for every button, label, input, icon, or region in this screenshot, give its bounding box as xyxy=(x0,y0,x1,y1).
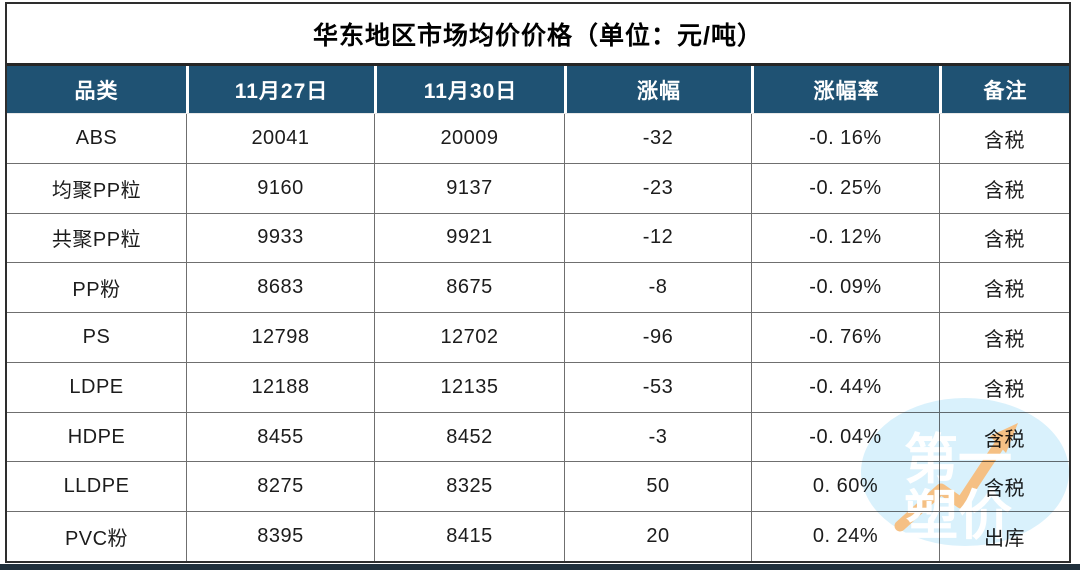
cell-category: HDPE xyxy=(67,425,126,448)
cell-category: LLDPE xyxy=(63,475,130,498)
cell-note: 含税 xyxy=(939,412,1069,462)
table-row: PVC粉 8395 8415 20 0. 24% 出库 xyxy=(7,511,1069,562)
table-row: LDPE 12188 12135 -53 -0. 44% 含税 xyxy=(7,361,1069,412)
cell-change-rate: -0. 09% xyxy=(751,263,939,313)
cell-price-nov27: 8395 xyxy=(186,512,374,562)
table-row: 共聚PP粒 9933 9921 -12 -0. 12% 含税 xyxy=(7,212,1069,263)
cell-category: PVC粉 xyxy=(64,528,129,551)
cell-change-rate: -0. 04% xyxy=(751,412,939,462)
cell-category: LDPE xyxy=(69,375,124,398)
cell-category: PP粉 xyxy=(72,279,121,302)
cell-change: -3 xyxy=(564,412,751,462)
cell-price-nov27: 20041 xyxy=(186,114,374,163)
table-row: PP粉 8683 8675 -8 -0. 09% 含税 xyxy=(7,262,1069,313)
header-cell: 11月30日 xyxy=(374,66,564,113)
cell-category: 均聚PP粒 xyxy=(51,179,142,202)
cell-price-nov27: 8683 xyxy=(186,263,374,313)
header-cell: 品类 xyxy=(74,79,119,103)
cell-change-rate: 0. 60% xyxy=(751,462,939,512)
table-row: LLDPE 8275 8325 50 0. 60% 含税 xyxy=(7,461,1069,512)
cell-category: 共聚PP粒 xyxy=(51,229,142,252)
cell-change-rate: -0. 44% xyxy=(751,362,939,412)
cell-change: 20 xyxy=(564,512,751,562)
table-title: 华东地区市场均价价格（单位：元/吨） xyxy=(7,4,1069,66)
cell-change-rate: 0. 24% xyxy=(751,512,939,562)
cell-price-nov30: 20009 xyxy=(374,114,564,163)
cell-note: 含税 xyxy=(939,313,1069,362)
cell-category: ABS xyxy=(75,126,118,149)
cell-price-nov27: 9160 xyxy=(186,163,374,213)
cell-price-nov30: 9921 xyxy=(374,213,564,263)
cell-price-nov30: 8452 xyxy=(374,412,564,462)
cell-note: 含税 xyxy=(939,114,1069,163)
cell-note: 出库 xyxy=(939,512,1069,562)
table-body: ABS 20041 20009 -32 -0. 16% 含税 均聚PP粒 9160 9137 -2… xyxy=(7,113,1069,562)
cell-change: -23 xyxy=(564,163,751,213)
cell-change: 50 xyxy=(564,462,751,512)
cell-change-rate: -0. 25% xyxy=(751,163,939,213)
cell-change-rate: -0. 12% xyxy=(751,213,939,263)
cell-price-nov27: 12188 xyxy=(186,362,374,412)
cell-change: -8 xyxy=(564,263,751,313)
cell-price-nov30: 8675 xyxy=(374,263,564,313)
cell-change: -32 xyxy=(564,114,751,163)
cell-change-rate: -0. 16% xyxy=(751,114,939,163)
cell-change: -12 xyxy=(564,213,751,263)
cell-note: 含税 xyxy=(939,163,1069,213)
cell-price-nov27: 9933 xyxy=(186,213,374,263)
cell-note: 含税 xyxy=(939,362,1069,412)
cell-note: 含税 xyxy=(939,213,1069,263)
header-cell: 11月27日 xyxy=(186,66,374,113)
header-cell: 备注 xyxy=(939,66,1069,113)
table-row: 均聚PP粒 9160 9137 -23 -0. 25% 含税 xyxy=(7,162,1069,213)
cell-category: PS xyxy=(82,326,111,349)
header-cell: 涨幅率 xyxy=(751,66,939,113)
cell-price-nov30: 12702 xyxy=(374,313,564,362)
cell-price-nov30: 8415 xyxy=(374,512,564,562)
cell-change-rate: -0. 76% xyxy=(751,313,939,362)
cell-price-nov27: 12798 xyxy=(186,313,374,362)
cell-note: 含税 xyxy=(939,462,1069,512)
bottom-bar xyxy=(0,564,1080,570)
header-cell: 涨幅 xyxy=(564,66,751,113)
cell-change: -53 xyxy=(564,362,751,412)
cell-change: -96 xyxy=(564,313,751,362)
table-header: 品类 11月27日 11月30日 涨幅 涨幅率 备注 xyxy=(7,66,1069,113)
cell-price-nov30: 12135 xyxy=(374,362,564,412)
cell-price-nov27: 8275 xyxy=(186,462,374,512)
cell-price-nov27: 8455 xyxy=(186,412,374,462)
table-row: HDPE 8455 8452 -3 -0. 04% 含税 xyxy=(7,411,1069,462)
cell-price-nov30: 9137 xyxy=(374,163,564,213)
cell-price-nov30: 8325 xyxy=(374,462,564,512)
price-table: 华东地区市场均价价格（单位：元/吨） 品类 11月27日 11月30日 涨幅 涨幅率 备注… xyxy=(5,2,1071,563)
table-row: ABS 20041 20009 -32 -0. 16% 含税 xyxy=(7,113,1069,163)
cell-note: 含税 xyxy=(939,263,1069,313)
table-row: PS 12798 12702 -96 -0. 76% 含税 xyxy=(7,312,1069,362)
